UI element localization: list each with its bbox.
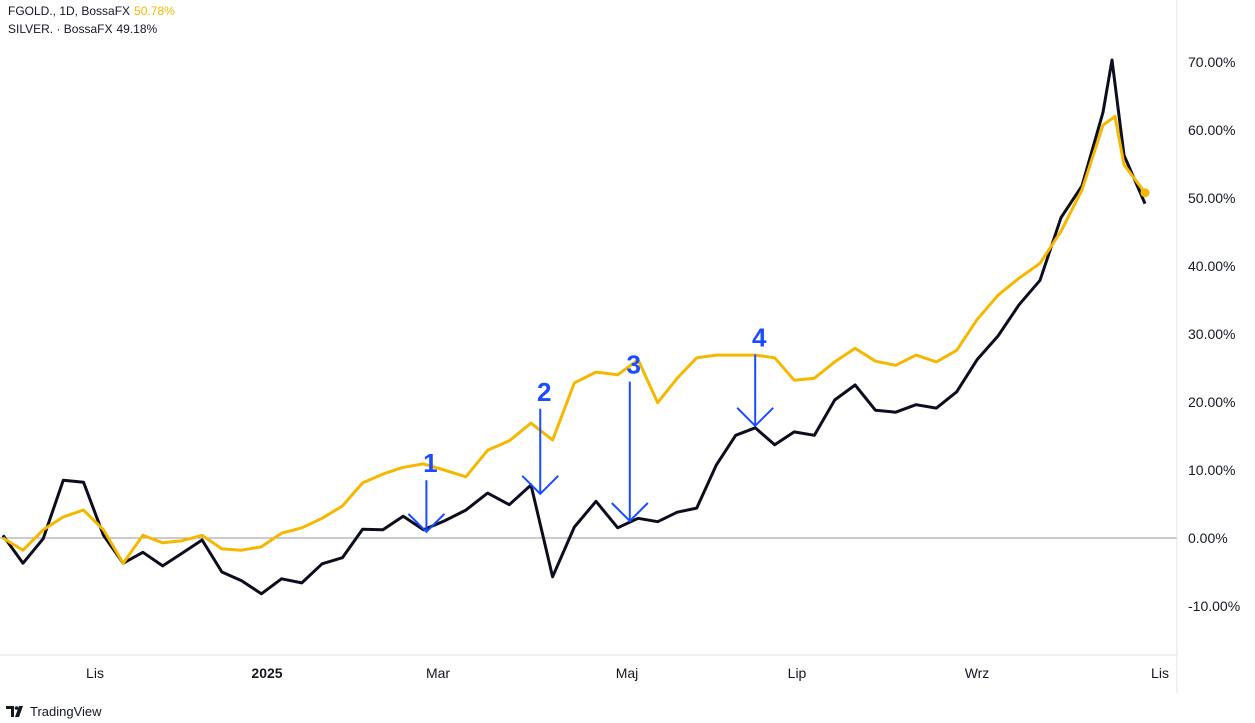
annotation-number: 3 <box>627 350 641 380</box>
annotation-number: 1 <box>423 448 437 478</box>
gold-last-point-marker <box>1140 188 1150 198</box>
legend: FGOLD., 1D, BossaFX 50.78% SILVER. · Boss… <box>8 2 175 38</box>
annotation-arrow-1[interactable]: 1 <box>407 448 446 534</box>
y-tick-label: 0.00% <box>1188 530 1228 546</box>
x-tick-label: Wrz <box>965 665 990 681</box>
legend-silver-label: SILVER. · BossaFX <box>8 22 113 36</box>
x-axis[interactable]: Lis 2025 Mar Maj Lip Wrz Lis <box>86 665 1169 681</box>
arrow-head <box>611 502 649 523</box>
legend-silver-value: 49.18% <box>116 22 158 36</box>
series-layer <box>1 58 1150 596</box>
y-tick-label: 40.00% <box>1188 258 1235 274</box>
y-tick-label: 50.00% <box>1188 190 1235 206</box>
y-tick-label: 10.00% <box>1188 462 1235 478</box>
y-tick-label: -10.00% <box>1188 598 1240 614</box>
y-axis[interactable]: 80.00% 70.00% 60.00% 50.00% 40.00% 30.00% 20.0… <box>1188 0 1240 614</box>
legend-gold-label: FGOLD., 1D, BossaFX <box>8 4 131 18</box>
tradingview-logo[interactable]: TradingView <box>6 704 102 719</box>
annotation-arrow-3[interactable]: 3 <box>611 350 649 523</box>
legend-silver[interactable]: SILVER. · BossaFX 49.18% <box>8 20 175 38</box>
annotation-arrow-2[interactable]: 2 <box>521 377 559 496</box>
arrow-head <box>736 407 774 428</box>
arrow-head <box>521 475 559 496</box>
x-tick-label: Maj <box>616 665 639 681</box>
brand-name: TradingView <box>30 704 102 719</box>
x-tick-label: Mar <box>426 665 450 681</box>
y-tick-label: 20.00% <box>1188 394 1235 410</box>
x-tick-label: 2025 <box>251 665 282 681</box>
annotations-layer: 1 2 3 4 <box>407 322 774 534</box>
y-tick-label: 60.00% <box>1188 122 1235 138</box>
annotation-arrow-4[interactable]: 4 <box>736 322 774 428</box>
tradingview-logo-icon <box>6 705 23 717</box>
silver-series-line[interactable] <box>1 58 1147 596</box>
x-tick-label: Lip <box>788 665 807 681</box>
x-tick-label: Lis <box>1151 665 1169 681</box>
y-tick-label: 70.00% <box>1188 54 1235 70</box>
y-tick-label: 80.00% <box>1188 0 1235 2</box>
annotation-number: 4 <box>752 322 767 352</box>
annotation-number: 2 <box>537 377 551 407</box>
legend-gold[interactable]: FGOLD., 1D, BossaFX 50.78% <box>8 2 175 20</box>
y-tick-label: 30.00% <box>1188 326 1235 342</box>
arrow-head <box>407 513 446 534</box>
legend-gold-value: 50.78% <box>134 4 175 18</box>
x-tick-label: Lis <box>86 665 104 681</box>
gold-series-line[interactable] <box>2 114 1147 565</box>
